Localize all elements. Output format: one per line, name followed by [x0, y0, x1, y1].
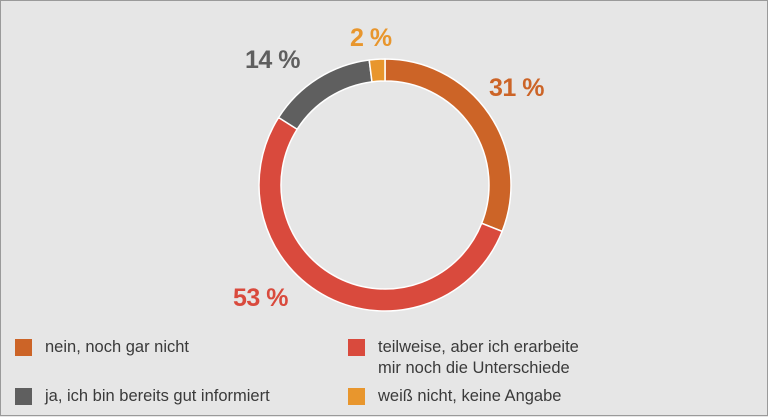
- label-ja: 14 %: [245, 46, 300, 74]
- label-teilweise: 53 %: [233, 284, 288, 312]
- legend-item-weiss: weiß nicht, keine Angabe: [348, 386, 561, 407]
- legend-item-nein: nein, noch gar nicht: [15, 337, 189, 358]
- legend-swatch-ja: [15, 388, 32, 405]
- label-nein: 31 %: [489, 74, 544, 102]
- legend-label-teilweise: teilweise, aber ich erarbeite mir noch d…: [378, 338, 579, 377]
- legend-item-ja: ja, ich bin bereits gut informiert: [15, 386, 270, 407]
- label-weiss: 2 %: [350, 24, 392, 52]
- legend-swatch-nein: [15, 339, 32, 356]
- legend-swatch-teilweise: [348, 339, 365, 356]
- donut-segment-teilweise: [258, 116, 504, 312]
- legend-label-ja: ja, ich bin bereits gut informiert: [45, 387, 270, 405]
- legend-swatch-weiss: [348, 388, 365, 405]
- legend-item-teilweise: teilweise, aber ich erarbeite mir noch d…: [348, 337, 579, 379]
- legend-label-nein: nein, noch gar nicht: [45, 338, 190, 356]
- donut-segment-weiss: [368, 58, 386, 83]
- legend-label-weiss: weiß nicht, keine Angabe: [378, 387, 562, 405]
